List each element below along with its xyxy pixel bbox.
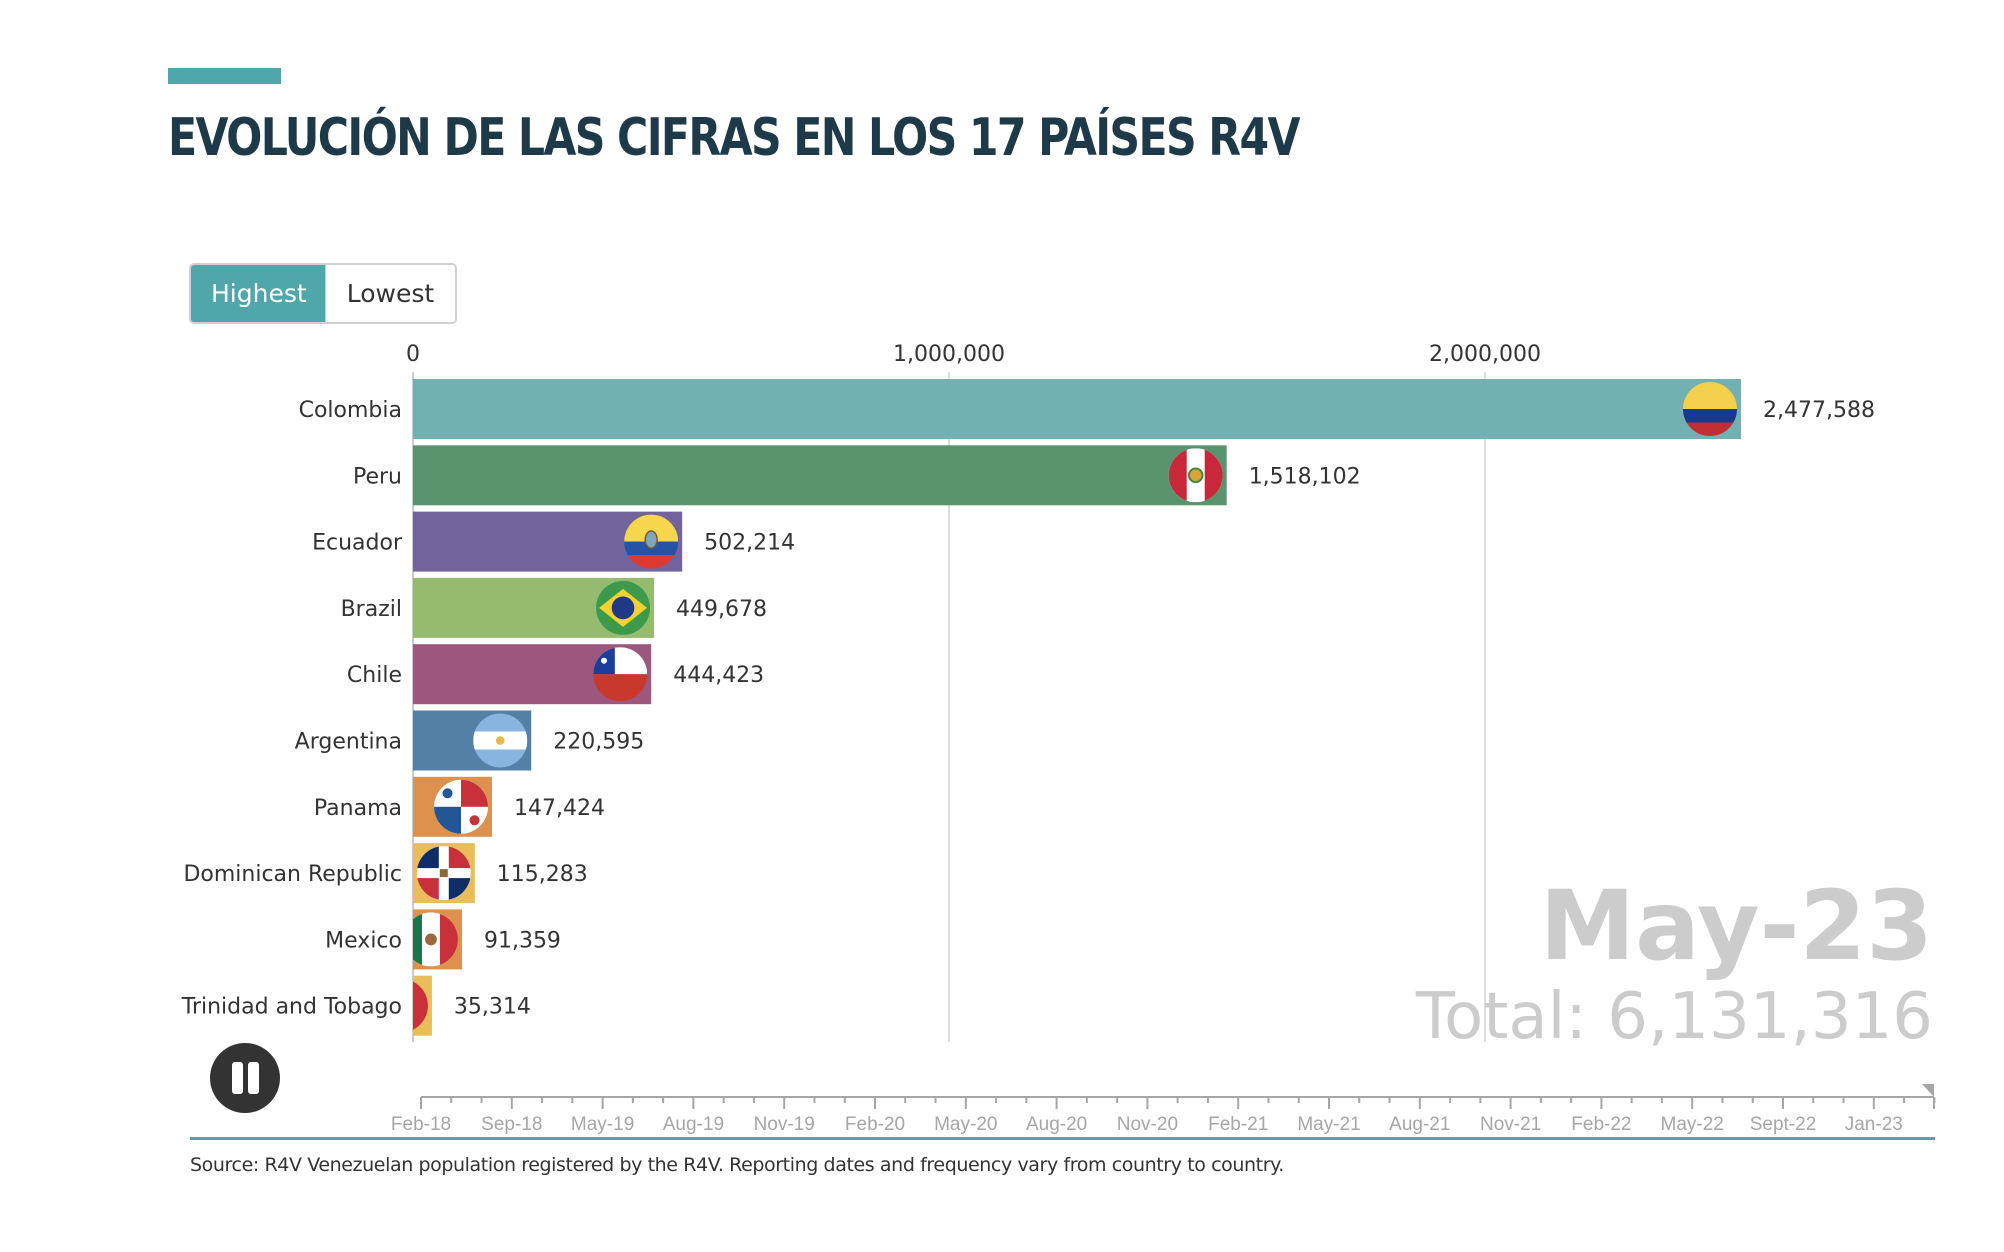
category-label: Peru (353, 464, 402, 489)
value-label: 35,314 (454, 995, 531, 1020)
category-label: Panama (314, 796, 402, 821)
category-label: Trinidad and Tobago (181, 995, 402, 1020)
trinidad-and-tobago-flag-icon (413, 978, 428, 1033)
brazil-flag-icon (596, 580, 651, 635)
category-label: Chile (347, 663, 402, 688)
timeline-label[interactable]: Feb-21 (1208, 1114, 1268, 1135)
current-date-label: May-23 (1540, 870, 1933, 982)
category-label: Brazil (341, 597, 402, 622)
bar-row-dominican-republic: Dominican Republic 115,283 (183, 843, 588, 904)
title-accent-bar (168, 68, 281, 84)
sort-toggle: Highest Lowest (189, 263, 457, 324)
pause-button[interactable] (210, 1043, 280, 1113)
timeline-label[interactable]: Feb-20 (845, 1114, 905, 1135)
value-label: 444,423 (673, 663, 764, 688)
category-label: Dominican Republic (183, 862, 402, 887)
peru-flag-icon (1168, 448, 1223, 503)
timeline-handle[interactable] (1922, 1084, 1934, 1097)
timeline-slider[interactable]: Feb-18 Sep-18 May-19 Aug-19 Nov-19 Feb-20 May-… (391, 1084, 1936, 1135)
pause-icon-right-bar (248, 1062, 259, 1094)
timeline-label[interactable]: Aug-20 (1026, 1114, 1087, 1135)
timeline-label[interactable]: Nov-19 (754, 1114, 815, 1135)
timeline-label[interactable]: May-21 (1297, 1114, 1360, 1135)
timeline-label[interactable]: Feb-18 (391, 1114, 451, 1135)
timeline-label[interactable]: Nov-21 (1480, 1114, 1541, 1135)
bar-row-ecuador: Ecuador 502,214 (312, 511, 795, 572)
value-label: 2,477,588 (1763, 398, 1875, 423)
category-label: Ecuador (312, 531, 403, 556)
x-tick-label: 1,000,000 (893, 342, 1005, 367)
page-title: EVOLUCIÓN DE LAS CIFRAS EN LOS 17 PAÍSES… (168, 108, 1300, 168)
bar-row-trinidad-and-tobago: Trinidad and Tobago 35,314 (181, 975, 531, 1036)
dominican-republic-flag-icon (416, 846, 471, 901)
pause-icon-left-bar (232, 1062, 243, 1094)
timeline-label[interactable]: Feb-22 (1571, 1114, 1631, 1135)
x-tick-label: 2,000,000 (1429, 342, 1541, 367)
timeline-label[interactable]: Sept-22 (1750, 1114, 1817, 1135)
bar-row-chile: Chile 444,423 (347, 644, 764, 705)
value-label: 449,678 (676, 597, 767, 622)
value-label: 147,424 (514, 796, 605, 821)
bar (413, 379, 1741, 439)
timeline-label[interactable]: Aug-19 (663, 1114, 724, 1135)
category-label: Argentina (295, 730, 402, 755)
bar-row-colombia: Colombia 2,477,588 (299, 379, 1875, 439)
value-label: 115,283 (497, 862, 588, 887)
value-label: 91,359 (484, 928, 561, 953)
x-axis: 0 1,000,000 2,000,000 (406, 342, 1541, 367)
bar-row-panama: Panama 147,424 (314, 776, 605, 837)
highest-button[interactable]: Highest (191, 265, 325, 322)
category-label: Mexico (325, 928, 402, 953)
total-label: Total: 6,131,316 (1415, 980, 1933, 1054)
value-label: 502,214 (704, 531, 795, 556)
chile-flag-icon (593, 647, 648, 702)
timeline-label[interactable]: May-19 (571, 1114, 634, 1135)
timeline-label[interactable]: Nov-20 (1117, 1114, 1178, 1135)
mexico-flag-icon (413, 912, 458, 967)
panama-flag-icon (434, 779, 489, 834)
timeline-label[interactable]: Sep-18 (481, 1114, 542, 1135)
lowest-button[interactable]: Lowest (325, 265, 455, 322)
bar-row-brazil: Brazil 449,678 (341, 577, 767, 638)
x-tick-label: 0 (406, 342, 420, 367)
value-label: 220,595 (553, 730, 644, 755)
source-note: Source: R4V Venezuelan population regist… (190, 1154, 1284, 1176)
bar-row-argentina: Argentina 220,595 (295, 710, 644, 771)
bars: Colombia 2,477,588 Peru 1,518,102 Ecuador 502… (181, 379, 1875, 1036)
timeline-label[interactable]: Aug-21 (1389, 1114, 1450, 1135)
timeline-label[interactable]: Jan-23 (1845, 1114, 1903, 1135)
footer-divider (190, 1137, 1935, 1140)
category-label: Colombia (299, 398, 402, 423)
ecuador-flag-icon (624, 514, 679, 569)
argentina-flag-icon (473, 713, 528, 768)
timeline-label[interactable]: May-22 (1661, 1114, 1724, 1135)
bar-row-peru: Peru 1,518,102 (353, 445, 1361, 506)
timeline-label[interactable]: May-20 (934, 1114, 997, 1135)
bar-row-mexico: Mexico 91,359 (325, 909, 561, 970)
value-label: 1,518,102 (1249, 464, 1361, 489)
bar (413, 445, 1227, 506)
colombia-flag-icon (1682, 382, 1737, 436)
